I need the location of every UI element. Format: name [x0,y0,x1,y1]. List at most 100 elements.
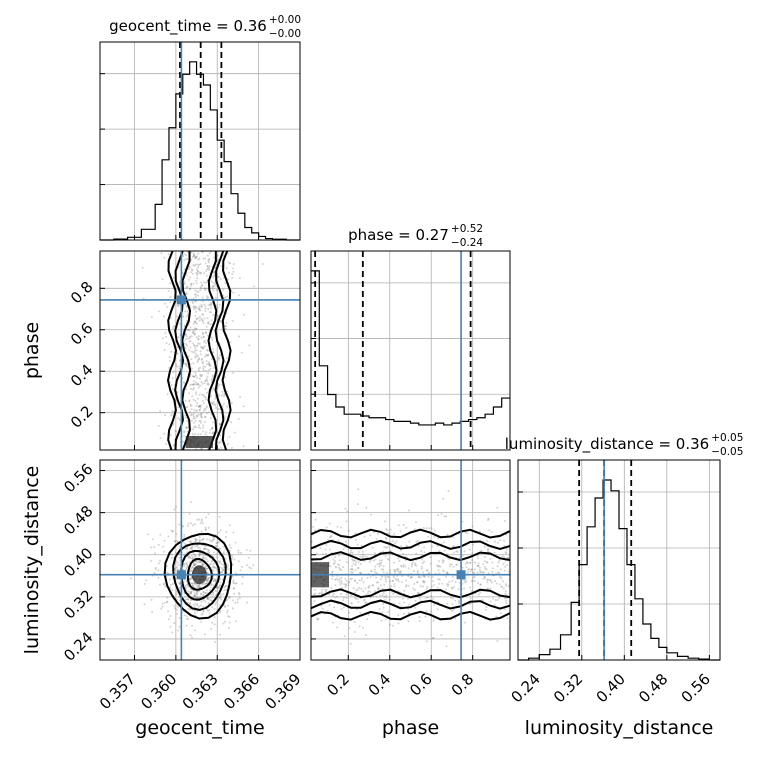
sample-point [357,551,360,553]
sample-point [366,592,369,595]
sample-point [196,359,199,362]
sample-point [369,570,372,573]
sample-point [196,415,199,418]
sample-point [319,592,322,595]
sample-point [487,572,490,575]
sample-point [222,622,225,625]
sample-point [190,358,193,361]
sample-point [316,618,319,621]
sample-point [187,328,190,331]
sample-point [212,584,215,587]
sample-point [362,590,365,593]
sample-point [463,621,466,624]
sample-point [210,301,213,304]
sample-point [192,252,195,255]
sample-point [225,598,228,601]
sample-point [407,612,410,615]
sample-point [505,602,508,605]
sample-point [196,269,199,272]
sample-point [179,322,181,325]
sample-point [195,336,198,339]
sample-point [193,375,196,378]
sample-point [206,379,209,382]
tick-label-x: 0.369 [261,670,304,713]
sample-point [182,441,185,443]
sample-point [207,308,210,311]
sample-point [208,596,211,599]
sample-point [200,539,203,542]
sample-point [161,545,164,548]
sample-point [479,583,482,586]
sample-point [368,584,371,587]
sample-point [377,587,380,590]
sample-point [209,364,212,367]
sample-point [223,393,226,396]
sample-point [376,563,379,566]
sample-point [372,559,375,562]
sample-point [209,323,212,326]
sample-point [208,252,211,255]
sample-point [168,356,171,359]
sample-point [353,621,356,623]
sample-point [164,585,167,588]
sample-point [321,591,324,594]
sample-point [205,331,207,334]
sample-point [398,602,401,605]
sample-point [431,585,434,588]
sample-point [384,536,387,539]
sample-point [486,548,489,551]
sample-point [336,595,338,598]
sample-point [171,583,174,586]
sample-point [201,313,204,316]
sample-point [183,431,186,434]
sample-point [386,575,389,578]
sample-point [206,572,209,575]
sample-point [469,561,472,564]
sample-point [202,426,205,429]
sample-point [477,562,480,565]
sample-point [197,369,200,372]
sample-point [205,287,208,290]
sample-point [218,303,221,306]
sample-point [461,520,464,523]
sample-point [317,617,320,620]
sample-point [211,339,214,341]
sample-point [379,564,382,567]
sample-point [346,510,349,513]
sample-point [167,535,170,538]
sample-point [211,402,214,405]
tick-label-y: 0.4 [67,361,97,391]
sample-point [436,564,439,567]
sample-point [438,550,441,553]
sample-point [423,546,426,549]
sample-point [165,572,168,575]
tick-label-x: 0.363 [179,670,222,713]
sample-point [219,560,222,563]
sample-point [335,577,338,580]
sample-point [364,555,367,558]
sample-point [206,596,209,599]
sample-point [231,557,234,560]
sample-point [230,546,233,549]
sample-point [191,624,193,627]
sample-point [476,571,479,574]
sample-point [195,310,198,313]
sample-point [344,577,347,580]
sample-point [211,427,214,430]
sample-point [330,587,333,590]
sample-point [356,567,359,569]
sample-point [205,360,208,363]
sample-point [489,578,492,581]
sample-point [454,617,457,620]
sample-point [219,593,222,595]
sample-point [493,604,496,606]
sample-point [437,514,440,517]
sample-point [194,332,196,335]
sample-point [212,580,215,583]
sample-point [192,413,195,416]
sample-point [314,592,317,595]
sample-point [393,561,396,564]
sample-point [215,304,218,307]
sample-point [209,586,212,589]
tick-label-y: 0.8 [67,278,97,308]
